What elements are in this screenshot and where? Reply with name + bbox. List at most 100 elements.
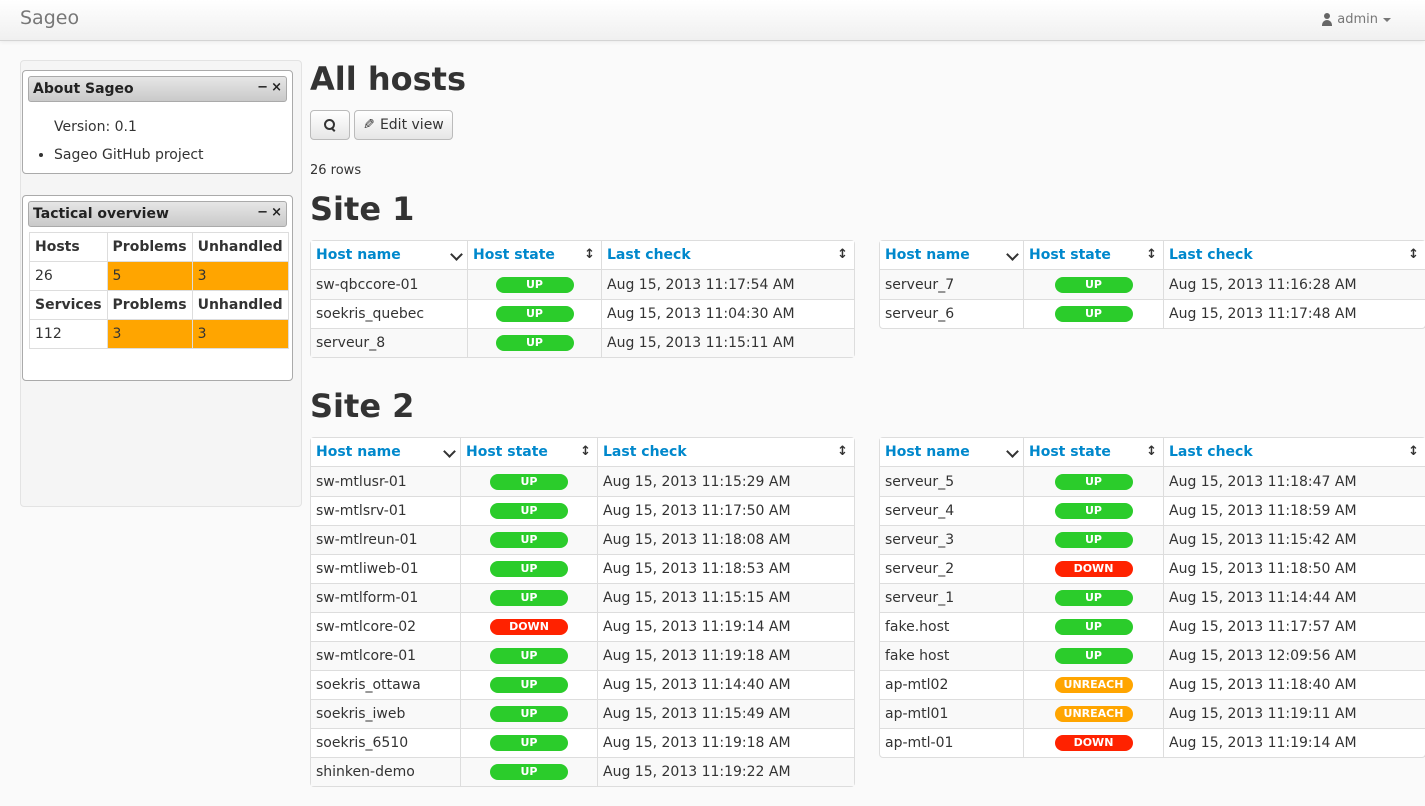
host-name[interactable]: serveur_8 <box>311 328 467 357</box>
sort-icon[interactable]: ↕ <box>1146 247 1157 262</box>
host-name[interactable]: sw-mtlreun-01 <box>311 525 460 554</box>
table-row[interactable]: sw-mtlreun-01 UP Aug 15, 2013 11:18:08 AM <box>311 525 854 554</box>
host-name[interactable]: soekris_ottawa <box>311 670 460 699</box>
host-name[interactable]: fake host <box>880 641 1023 670</box>
column-header-check[interactable]: Last check ↕ <box>601 241 854 270</box>
table-row[interactable]: fake host UP Aug 15, 2013 12:09:56 AM <box>880 641 1425 670</box>
host-name[interactable]: serveur_2 <box>880 554 1023 583</box>
host-name[interactable]: serveur_1 <box>880 583 1023 612</box>
column-header-check[interactable]: Last check ↕ <box>1163 438 1425 467</box>
edit-view-button[interactable]: ✎ Edit view <box>354 110 453 140</box>
table-row[interactable]: soekris_iweb UP Aug 15, 2013 11:15:49 AM <box>311 699 854 728</box>
last-check: Aug 15, 2013 11:19:11 AM <box>1163 699 1425 728</box>
sort-icon[interactable]: ↕ <box>1408 444 1419 459</box>
table-row[interactable]: sw-mtliweb-01 UP Aug 15, 2013 11:18:53 AM <box>311 554 854 583</box>
about-widget-header[interactable]: About Sageo − × <box>28 76 287 102</box>
table-row[interactable]: serveur_3 UP Aug 15, 2013 11:15:42 AM <box>880 525 1425 554</box>
sort-icon[interactable]: ↕ <box>584 247 595 262</box>
services-problems[interactable]: 3 <box>106 319 193 349</box>
host-name[interactable]: sw-qbccore-01 <box>311 270 467 299</box>
table-row[interactable]: sw-mtlusr-01 UP Aug 15, 2013 11:15:29 AM <box>311 467 854 496</box>
host-name[interactable]: sw-mtliweb-01 <box>311 554 460 583</box>
host-state: UP <box>1023 525 1163 554</box>
table-row[interactable]: serveur_7 UP Aug 15, 2013 11:16:28 AM <box>880 270 1425 299</box>
sort-desc-icon[interactable] <box>1006 445 1019 458</box>
tactical-widget-header[interactable]: Tactical overview − × <box>28 201 287 227</box>
host-name[interactable]: ap-mtl02 <box>880 670 1023 699</box>
table-row[interactable]: ap-mtl-01 DOWN Aug 15, 2013 11:19:14 AM <box>880 728 1425 757</box>
column-header-host[interactable]: Host name <box>880 438 1023 467</box>
table-row[interactable]: ap-mtl02 UNREACH Aug 15, 2013 11:18:40 AM <box>880 670 1425 699</box>
user-menu[interactable]: admin <box>1321 12 1391 27</box>
table-row[interactable]: soekris_ottawa UP Aug 15, 2013 11:14:40 AM <box>311 670 854 699</box>
minimize-icon[interactable]: − <box>257 205 268 220</box>
table-row[interactable]: sw-mtlcore-01 UP Aug 15, 2013 11:19:18 AM <box>311 641 854 670</box>
column-header-host[interactable]: Host name <box>311 438 460 467</box>
host-name[interactable]: sw-mtlform-01 <box>311 583 460 612</box>
sort-icon[interactable]: ↕ <box>837 444 848 459</box>
table-row[interactable]: serveur_8 UP Aug 15, 2013 11:15:11 AM <box>311 328 854 357</box>
column-header-state[interactable]: Host state ↕ <box>467 241 601 270</box>
sort-icon[interactable]: ↕ <box>1146 444 1157 459</box>
sort-desc-icon[interactable] <box>450 248 463 261</box>
host-name[interactable]: sw-mtlusr-01 <box>311 467 460 496</box>
sort-desc-icon[interactable] <box>443 445 456 458</box>
host-state: UP <box>467 299 601 328</box>
column-header-check[interactable]: Last check ↕ <box>597 438 854 467</box>
host-name[interactable]: soekris_iweb <box>311 699 460 728</box>
table-row[interactable]: serveur_4 UP Aug 15, 2013 11:18:59 AM <box>880 496 1425 525</box>
table-row[interactable]: fake.host UP Aug 15, 2013 11:17:57 AM <box>880 612 1425 641</box>
table-row[interactable]: sw-qbccore-01 UP Aug 15, 2013 11:17:54 AM <box>311 270 854 299</box>
column-header-host[interactable]: Host name <box>311 241 467 270</box>
table-row[interactable]: sw-mtlform-01 UP Aug 15, 2013 11:15:15 AM <box>311 583 854 612</box>
host-name[interactable]: soekris_quebec <box>311 299 467 328</box>
table-row[interactable]: soekris_quebec UP Aug 15, 2013 11:04:30 AM <box>311 299 854 328</box>
table-row[interactable]: serveur_6 UP Aug 15, 2013 11:17:48 AM <box>880 299 1425 328</box>
host-state: UP <box>1023 496 1163 525</box>
hosts-problems[interactable]: 5 <box>106 261 193 291</box>
column-header-state[interactable]: Host state ↕ <box>460 438 597 467</box>
last-check: Aug 15, 2013 11:16:28 AM <box>1163 270 1425 299</box>
brand-logo[interactable]: Sageo <box>20 7 80 29</box>
host-name[interactable]: serveur_3 <box>880 525 1023 554</box>
host-name[interactable]: serveur_5 <box>880 467 1023 496</box>
column-header-state[interactable]: Host state ↕ <box>1023 438 1163 467</box>
table-row[interactable]: serveur_1 UP Aug 15, 2013 11:14:44 AM <box>880 583 1425 612</box>
host-name[interactable]: ap-mtl01 <box>880 699 1023 728</box>
minimize-icon[interactable]: − <box>257 80 268 95</box>
table-row[interactable]: soekris_6510 UP Aug 15, 2013 11:19:18 AM <box>311 728 854 757</box>
services-unhandled[interactable]: 3 <box>191 319 289 349</box>
host-name[interactable]: sw-mtlsrv-01 <box>311 496 460 525</box>
hosts-unhandled[interactable]: 3 <box>191 261 289 291</box>
host-state: UP <box>460 670 597 699</box>
host-name[interactable]: shinken-demo <box>311 757 460 786</box>
sort-desc-icon[interactable] <box>1006 248 1019 261</box>
host-name[interactable]: ap-mtl-01 <box>880 728 1023 757</box>
host-name[interactable]: serveur_4 <box>880 496 1023 525</box>
table-row[interactable]: shinken-demo UP Aug 15, 2013 11:19:22 AM <box>311 757 854 786</box>
github-link[interactable]: Sageo GitHub project <box>54 147 292 163</box>
host-name[interactable]: sw-mtlcore-01 <box>311 641 460 670</box>
close-icon[interactable]: × <box>271 205 282 220</box>
table-row[interactable]: serveur_2 DOWN Aug 15, 2013 11:18:50 AM <box>880 554 1425 583</box>
services-count[interactable]: 112 <box>29 319 108 349</box>
column-header-host[interactable]: Host name <box>880 241 1023 270</box>
search-button[interactable] <box>310 110 350 140</box>
sort-icon[interactable]: ↕ <box>1408 247 1419 262</box>
close-icon[interactable]: × <box>271 80 282 95</box>
sort-icon[interactable]: ↕ <box>580 444 591 459</box>
host-name[interactable]: serveur_7 <box>880 270 1023 299</box>
host-name[interactable]: serveur_6 <box>880 299 1023 328</box>
sort-icon[interactable]: ↕ <box>837 247 848 262</box>
column-header-state[interactable]: Host state ↕ <box>1023 241 1163 270</box>
table-row[interactable]: sw-mtlcore-02 DOWN Aug 15, 2013 11:19:14 A… <box>311 612 854 641</box>
table-row[interactable]: ap-mtl01 UNREACH Aug 15, 2013 11:19:11 AM <box>880 699 1425 728</box>
last-check: Aug 15, 2013 11:18:53 AM <box>597 554 854 583</box>
column-header-check[interactable]: Last check ↕ <box>1163 241 1425 270</box>
table-row[interactable]: serveur_5 UP Aug 15, 2013 11:18:47 AM <box>880 467 1425 496</box>
table-row[interactable]: sw-mtlsrv-01 UP Aug 15, 2013 11:17:50 AM <box>311 496 854 525</box>
host-name[interactable]: soekris_6510 <box>311 728 460 757</box>
host-name[interactable]: sw-mtlcore-02 <box>311 612 460 641</box>
host-name[interactable]: fake.host <box>880 612 1023 641</box>
hosts-count[interactable]: 26 <box>29 261 108 291</box>
